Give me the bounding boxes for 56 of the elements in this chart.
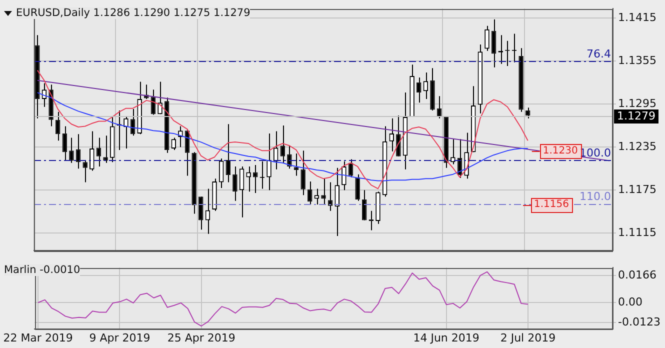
candlestick — [253, 164, 258, 194]
y-tick-label: 1.1355 — [618, 54, 656, 67]
candlestick — [171, 137, 176, 150]
y-tick-label: 0.00 — [618, 295, 642, 308]
chart-title: EURUSD,Daily 1.1286 1.1290 1.1275 1.1279 — [16, 7, 250, 19]
candlestick — [307, 181, 312, 205]
candlestick — [124, 116, 128, 150]
ref-line-label: 1.1156 — [534, 199, 569, 210]
candlestick — [198, 196, 204, 230]
candlestick — [342, 160, 346, 191]
y-tick-label: 1.1115 — [618, 226, 656, 240]
y-tick-label: 1.1235 — [618, 140, 656, 153]
candlestick — [525, 107, 530, 119]
candlestick — [423, 72, 428, 100]
candlestick — [294, 153, 299, 176]
annotation: 110.0 — [580, 190, 611, 204]
candlestick — [321, 178, 326, 205]
candlestick — [362, 190, 367, 221]
candlestick — [62, 126, 68, 160]
x-tick-label: 14 Jun 2019 — [413, 331, 480, 344]
annotation: 76.4 — [586, 47, 611, 60]
candlestick — [334, 167, 340, 237]
ref-line-label: 1.1279 — [617, 109, 656, 122]
candlestick — [280, 125, 286, 164]
candlestick — [82, 159, 88, 183]
candlestick — [69, 137, 74, 164]
y-tick-label: 1.1175 — [618, 182, 656, 196]
candlestick — [396, 115, 401, 157]
candlestick — [239, 166, 244, 218]
x-tick-label: 2 Jul 2019 — [500, 331, 556, 344]
candlestick — [355, 174, 360, 202]
candlestick — [300, 150, 306, 196]
candlestick — [90, 130, 94, 172]
candlestick — [226, 124, 231, 183]
x-tick-label: 22 Mar 2019 — [3, 331, 73, 344]
y-tick-label: 0.0166 — [618, 268, 656, 282]
candlestick — [158, 81, 162, 115]
y-tick-label: 1.1415 — [618, 10, 656, 24]
x-tick-label: 9 Apr 2019 — [89, 331, 150, 344]
annotation: 1.1230 — [542, 145, 578, 156]
candlestick — [232, 166, 238, 202]
candlestick — [416, 76, 422, 104]
candlestick — [389, 118, 394, 152]
candlestick — [218, 158, 224, 188]
x-tick-label: 25 Apr 2019 — [167, 331, 236, 344]
candlestick — [205, 188, 210, 234]
candlestick — [368, 210, 374, 231]
candlestick — [450, 138, 456, 165]
candlestick — [266, 132, 272, 191]
y-tick-label: -0.0123 — [618, 316, 660, 329]
y-tick-label: 1.1295 — [618, 96, 656, 110]
candlestick — [246, 166, 251, 192]
chart-title: Marlin -0.0010 — [4, 264, 80, 276]
candlestick — [103, 135, 108, 164]
candlestick — [491, 18, 496, 68]
candlestick — [484, 25, 490, 52]
